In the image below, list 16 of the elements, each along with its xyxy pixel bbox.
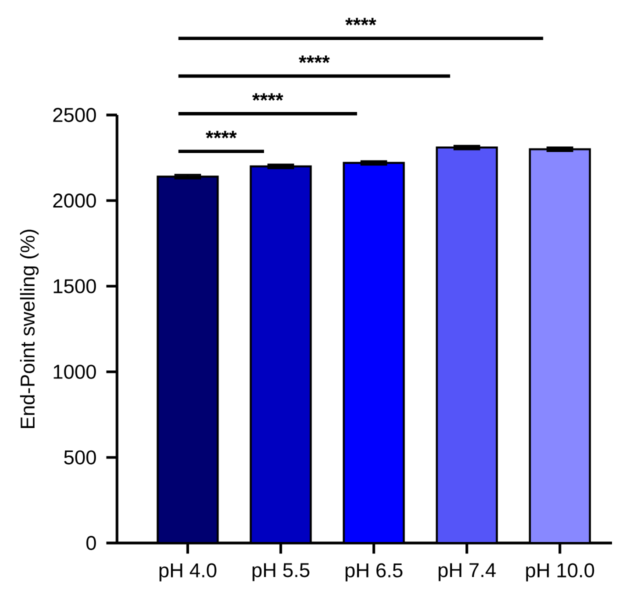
annotation: **** [206,130,237,138]
x-tick-label: pH 5.5 [252,563,310,582]
x-tick-label: pH 6.5 [346,563,402,582]
y-tick-label: 1500 [54,279,96,294]
y-tick-label: 1000 [54,364,96,379]
text: **** [252,93,284,101]
y-tick-label: 2500 [53,108,96,122]
x-tick-label: pH 7.4 [438,563,496,582]
y-tick-label: 0 [86,536,96,550]
y-tick-label: 2000 [53,194,96,208]
text: **** [345,18,376,26]
y-axis-title: End-Point swelling (%) [20,230,39,428]
text: **** [298,56,330,63]
x-tick-label: pH 10.0 [526,563,594,582]
x-tick-label: pH 4.0 [160,563,216,582]
y-tick-label: 500 [64,450,96,464]
